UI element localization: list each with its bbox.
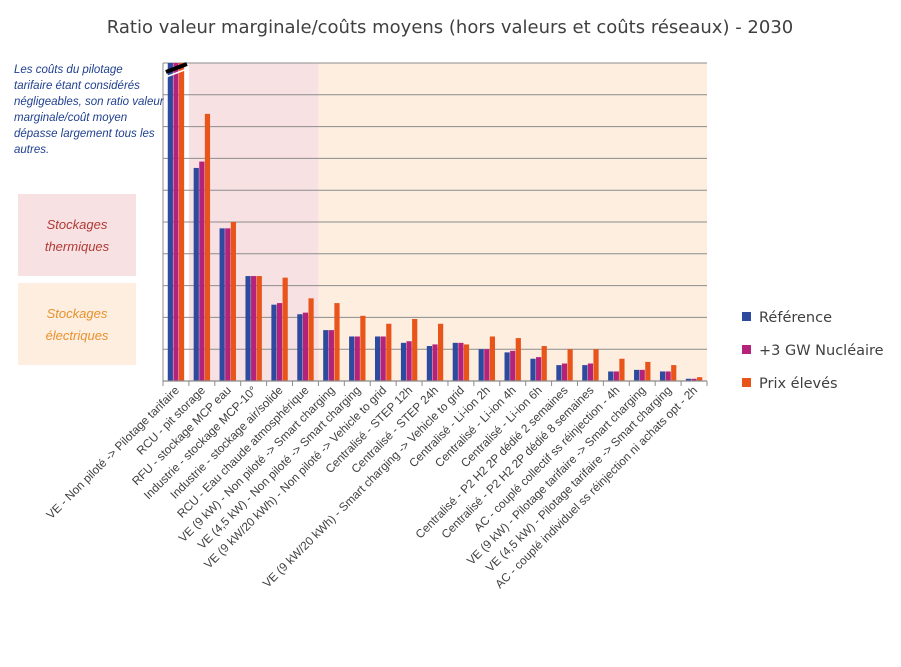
bar-16-1 (587, 363, 594, 381)
bar-16-2 (593, 349, 599, 381)
bar-13-1 (510, 350, 516, 381)
bar-17-1 (613, 371, 619, 381)
bar-10-2 (438, 323, 444, 381)
thermal-box-line2: thermiques (44, 239, 110, 254)
bar-2-1 (225, 228, 231, 381)
bar-17-2 (619, 358, 625, 381)
truncation-gap (165, 68, 188, 78)
bar-19-2 (671, 365, 677, 381)
bar-8-1 (380, 336, 386, 381)
bar-14-0 (530, 358, 536, 381)
bar-10-0 (426, 346, 432, 381)
bar-9-0 (400, 342, 407, 381)
bar-7-2 (360, 315, 366, 381)
bar-13-2 (515, 338, 521, 381)
truncation-mark (165, 62, 188, 74)
bar-0-0 (167, 63, 173, 381)
axes (162, 63, 708, 386)
bar-5-1 (302, 312, 309, 381)
bar-9-1 (406, 341, 412, 381)
thermal-storage-box: Stockages thermiques (18, 194, 136, 276)
legend-label-high-prices: Prix élevés (759, 376, 838, 392)
electric-storage-box: Stockages électriques (18, 283, 136, 365)
legend-label-nuclear: +3 GW Nucléaire (759, 343, 884, 359)
legend-swatch-reference (742, 312, 751, 321)
bar-5-2 (308, 298, 314, 381)
chart-title: Ratio valeur marginale/coûts moyens (hor… (107, 17, 793, 38)
bar-14-2 (541, 346, 547, 381)
electric-box-line1: Stockages (46, 306, 108, 321)
annotation-note: Les coûts du pilotage tarifaire étant co… (14, 64, 164, 156)
legend-item-high-prices: Prix élevés (742, 376, 838, 392)
bar-11-0 (452, 342, 458, 381)
legend-item-reference: Référence (742, 310, 832, 326)
bar-9-2 (412, 318, 418, 381)
bar-18-0 (634, 369, 640, 381)
electric-box-line2: électriques (45, 328, 109, 343)
gridlines (163, 62, 707, 350)
bar-12-2 (489, 336, 496, 381)
bar-2-0 (219, 228, 225, 381)
thermal-box-line1: Stockages (46, 217, 108, 232)
bar-15-0 (556, 365, 562, 381)
bar-8-2 (386, 323, 392, 381)
bars (165, 62, 703, 381)
bar-3-2 (256, 276, 262, 381)
bar-13-0 (504, 352, 510, 381)
bar-15-2 (567, 349, 573, 381)
legend-swatch-nuclear (742, 345, 751, 354)
legend-swatch-high-prices (742, 378, 751, 387)
bar-19-1 (665, 371, 671, 381)
bar-1-1 (199, 161, 205, 381)
bar-4-1 (276, 303, 283, 381)
x-tick-labels: VE - Non piloté -> Pilotage tarifaireRCU… (44, 383, 701, 591)
bar-20-2 (697, 377, 703, 381)
bar-0-2 (178, 63, 185, 381)
bar-16-0 (582, 365, 588, 381)
bar-6-0 (323, 330, 329, 381)
bar-15-1 (561, 363, 568, 381)
bar-3-0 (245, 276, 251, 381)
bar-8-0 (374, 336, 381, 381)
bar-6-2 (334, 303, 340, 381)
bar-19-0 (659, 371, 666, 381)
bar-3-1 (251, 276, 257, 381)
bar-7-0 (349, 336, 355, 381)
legend-label-reference: Référence (759, 310, 833, 326)
bar-11-1 (458, 342, 464, 381)
bar-6-1 (328, 330, 334, 381)
bar-20-1 (691, 378, 697, 381)
bar-12-1 (484, 349, 490, 381)
legend-item-nuclear: +3 GW Nucléaire (742, 343, 884, 359)
bar-11-2 (463, 344, 470, 381)
bar-4-2 (282, 277, 288, 381)
bar-18-1 (639, 369, 645, 381)
bar-0-1 (173, 63, 179, 381)
bar-1-0 (193, 167, 199, 381)
bar-18-2 (645, 361, 651, 381)
bar-12-0 (478, 349, 484, 381)
bar-14-1 (536, 357, 542, 381)
bar-20-0 (685, 378, 692, 381)
bar-4-0 (271, 304, 277, 381)
bar-5-0 (297, 314, 303, 381)
bar-10-1 (432, 344, 438, 381)
bar-1-2 (204, 113, 211, 381)
bar-17-0 (608, 371, 614, 381)
bar-2-2 (230, 222, 236, 381)
bar-7-1 (354, 336, 360, 381)
